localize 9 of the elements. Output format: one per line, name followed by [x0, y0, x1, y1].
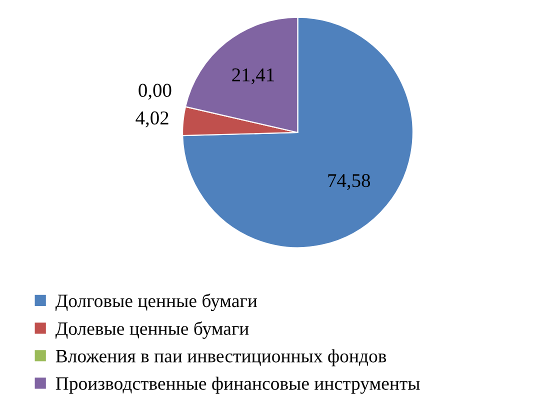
- legend-label: Производственные финансовые инструменты: [56, 376, 420, 394]
- data-label: 21,41: [232, 68, 274, 84]
- data-label: 74,58: [328, 174, 370, 190]
- legend-label: Долевые ценные бумаги: [55, 321, 249, 339]
- legend-label: Долговые ценные бумаги: [55, 294, 258, 312]
- data-label: 4,02: [136, 111, 168, 128]
- pie-slice: [182, 16, 414, 248]
- text: 0,00: [138, 84, 172, 100]
- legend-label: Вложения в паи инвестиционных фондов: [56, 349, 386, 366]
